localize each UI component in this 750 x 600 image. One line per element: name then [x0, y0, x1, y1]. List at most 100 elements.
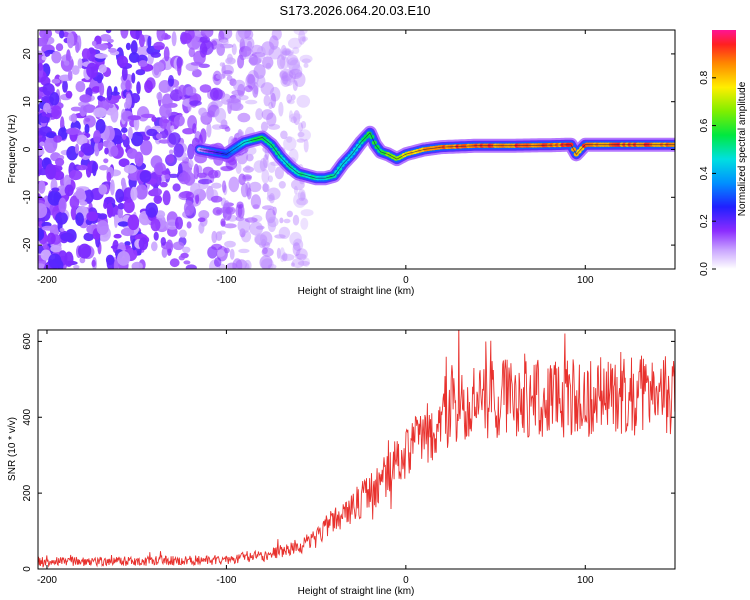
noise-blob	[298, 30, 306, 45]
noise-blob	[79, 94, 92, 103]
noise-blob	[70, 113, 78, 123]
spectrogram-heatmap	[38, 30, 675, 269]
noise-blob	[268, 46, 282, 60]
noise-blob	[121, 127, 128, 133]
noise-blob	[267, 187, 281, 201]
noise-blob	[99, 164, 109, 171]
noise-blob	[281, 50, 294, 56]
noise-blob	[291, 258, 305, 269]
noise-blob	[156, 30, 166, 42]
noise-blob	[224, 126, 231, 132]
noise-blob	[210, 87, 223, 101]
noise-blob	[131, 261, 143, 269]
noise-blob	[278, 101, 284, 117]
noise-blob	[91, 259, 96, 267]
noise-blob	[168, 132, 181, 145]
noise-blob	[169, 258, 180, 268]
noise-blob	[156, 92, 163, 101]
noise-blob	[147, 35, 152, 49]
noise-blob	[110, 107, 119, 123]
noise-blob	[71, 205, 77, 221]
noise-blob	[262, 205, 274, 210]
noise-blob	[150, 218, 161, 232]
noise-blob	[173, 114, 185, 127]
noise-blob	[130, 40, 138, 55]
noise-blob	[120, 227, 135, 237]
noise-blob	[180, 32, 192, 44]
noise-blob	[214, 107, 227, 123]
noise-blob	[103, 158, 109, 164]
noise-blob	[121, 65, 128, 81]
noise-blob	[267, 123, 281, 130]
snr-y-tick-label: 200	[22, 484, 33, 501]
spectrogram-x-tick-label: 100	[577, 275, 594, 286]
noise-blob	[269, 86, 281, 102]
snr-y-ticks: 0 200 400 600	[22, 333, 675, 572]
noise-blob	[60, 232, 74, 242]
noise-blob	[227, 97, 242, 111]
noise-blob	[167, 75, 175, 87]
noise-blob	[261, 109, 274, 120]
noise-blob	[192, 69, 202, 78]
noise-blob	[41, 225, 56, 231]
colorbar-tick-label: 0.4	[699, 166, 710, 180]
noise-blob	[265, 208, 276, 224]
noise-blob	[96, 220, 109, 236]
noise-blob	[59, 30, 65, 39]
noise-blob	[226, 53, 233, 63]
noise-blob	[293, 192, 307, 208]
noise-blob	[189, 100, 202, 106]
noise-blob	[108, 47, 117, 53]
noise-blob	[238, 95, 249, 101]
noise-blob	[236, 201, 244, 209]
noise-blob	[108, 103, 114, 109]
noise-blob	[286, 210, 293, 218]
noise-blob	[138, 60, 148, 67]
noise-blob	[240, 182, 249, 198]
noise-blob	[272, 206, 277, 216]
noise-blob	[254, 232, 268, 246]
spectrogram-x-tick-label: -200	[37, 275, 57, 286]
noise-blob	[247, 40, 253, 49]
colorbar-tick-label: 0.0	[699, 262, 710, 276]
noise-blob	[92, 161, 97, 177]
colorbar-tick-label: 0.6	[699, 118, 710, 132]
noise-blob	[83, 232, 94, 242]
noise-blob	[120, 30, 129, 39]
noise-blob	[63, 60, 70, 66]
noise-blob	[281, 49, 295, 57]
noise-blob	[164, 174, 171, 180]
noise-blob	[105, 254, 115, 266]
noise-blob	[131, 72, 136, 84]
noise-blob	[291, 64, 303, 78]
spectrogram-y-tick-label: 20	[22, 48, 33, 60]
noise-blob	[177, 62, 182, 76]
noise-blob	[288, 59, 301, 75]
noise-blob	[260, 82, 274, 96]
noise-blob	[262, 247, 268, 255]
noise-blob	[110, 179, 115, 196]
noise-blob	[51, 51, 62, 64]
noise-blob	[300, 191, 306, 201]
noise-blob	[38, 37, 48, 47]
noise-blob	[190, 182, 201, 196]
noise-blob	[262, 56, 274, 69]
noise-blob	[238, 248, 250, 254]
noise-blob	[123, 164, 137, 174]
noise-blob	[237, 112, 251, 123]
noise-blob	[267, 175, 273, 183]
noise-blob	[211, 230, 218, 244]
snr-x-ticks: -200 -100 0 100	[37, 330, 594, 586]
noise-blob	[75, 212, 84, 226]
noise-blob	[292, 214, 300, 226]
noise-blob	[301, 36, 307, 43]
noise-blob	[267, 161, 276, 173]
noise-blob	[104, 197, 113, 203]
noise-blob	[77, 58, 83, 69]
noise-blob	[279, 217, 284, 224]
colorbar-label: Normalized spectral amplitude	[737, 81, 748, 216]
noise-blob	[233, 79, 246, 92]
noise-blob	[283, 136, 297, 151]
